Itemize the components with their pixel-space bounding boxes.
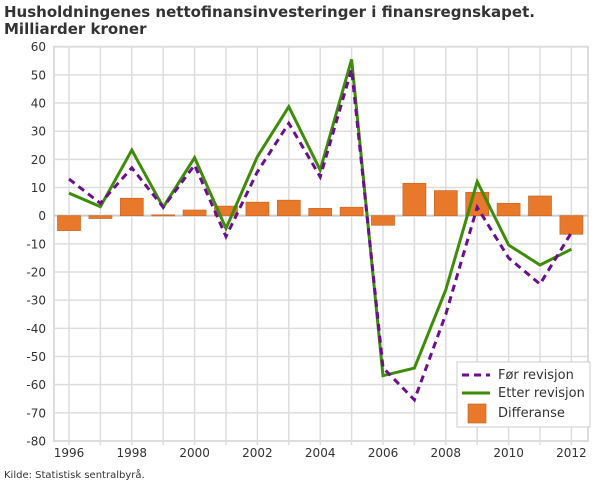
chart-title: Husholdningenes nettofinansinvesteringer… bbox=[4, 3, 535, 21]
legend-label-differanse: Differanse bbox=[498, 406, 565, 421]
y-tick-label: 60 bbox=[31, 40, 46, 54]
bar-differanse bbox=[402, 182, 427, 217]
bar-differanse bbox=[88, 215, 113, 219]
x-tick-label: 2012 bbox=[556, 446, 587, 460]
x-tick-label: 2004 bbox=[305, 446, 336, 460]
y-tick-label: 20 bbox=[31, 153, 46, 167]
source-note: Kilde: Statistisk sentralbyrå. bbox=[4, 470, 145, 481]
legend-label-for: Før revisjon bbox=[498, 368, 574, 383]
bar-differanse bbox=[528, 195, 552, 217]
x-tick-label: 2008 bbox=[431, 446, 462, 460]
bar-differanse bbox=[371, 215, 395, 226]
line-etter-revisjon bbox=[68, 58, 573, 378]
x-tick-label: 2002 bbox=[242, 446, 273, 460]
bar-differanse bbox=[433, 190, 458, 217]
y-tick-label: -30 bbox=[26, 294, 46, 308]
bar-differanse bbox=[496, 202, 521, 217]
y-tick-label: 50 bbox=[31, 68, 46, 82]
chart-subtitle: Milliarder kroner bbox=[4, 20, 147, 38]
y-tick-label: 10 bbox=[31, 181, 46, 195]
legend-label-etter: Etter revisjon bbox=[498, 386, 585, 401]
x-tick-label: 2000 bbox=[179, 446, 210, 460]
bar-differanse bbox=[276, 199, 301, 217]
bar-differanse bbox=[339, 206, 364, 217]
y-tick-label: -20 bbox=[26, 266, 46, 280]
y-tick-label: -80 bbox=[26, 435, 46, 449]
bar-differanse bbox=[308, 208, 333, 217]
x-tick-label: 2010 bbox=[493, 446, 524, 460]
x-tick-label: 1996 bbox=[54, 446, 85, 460]
y-tick-label: -40 bbox=[26, 322, 46, 336]
y-tick-label: -10 bbox=[26, 237, 46, 251]
y-tick-label: 30 bbox=[31, 125, 46, 139]
bar-differanse bbox=[559, 215, 584, 235]
bar-differanse bbox=[151, 214, 176, 217]
legend-swatch-differanse bbox=[467, 403, 487, 424]
y-tick-label: 0 bbox=[38, 209, 46, 223]
line-for-revisjon bbox=[68, 68, 573, 403]
bar-differanse bbox=[245, 201, 270, 217]
y-tick-label: -50 bbox=[26, 350, 46, 364]
x-tick-label: 2006 bbox=[368, 446, 399, 460]
y-tick-label: -60 bbox=[26, 378, 46, 392]
bar-differanse bbox=[182, 209, 207, 217]
y-tick-label: -70 bbox=[26, 406, 46, 420]
bar-differanse bbox=[119, 197, 144, 217]
y-tick-label: 40 bbox=[31, 97, 46, 111]
bar-differanse bbox=[57, 215, 81, 231]
x-tick-label: 1998 bbox=[117, 446, 148, 460]
